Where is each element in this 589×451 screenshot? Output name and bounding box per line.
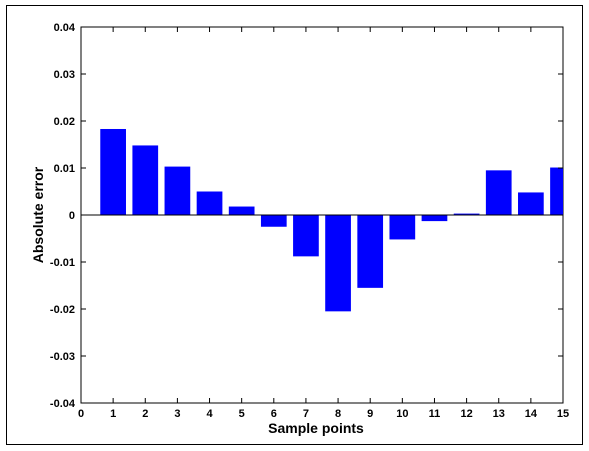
bar-series — [100, 128, 563, 312]
x-tick-label: 13 — [493, 408, 505, 420]
y-tick-label: 0.02 — [54, 116, 75, 128]
bar-5 — [228, 206, 255, 215]
y-tick-label: 0.04 — [54, 22, 76, 34]
bar-11 — [421, 215, 448, 222]
bar-2 — [132, 145, 159, 215]
x-tick-label: 5 — [239, 408, 245, 420]
y-tick-label: -0.02 — [50, 304, 75, 316]
x-tick-label: 0 — [78, 408, 84, 420]
bar-14 — [518, 192, 544, 215]
bar-7 — [293, 215, 319, 257]
x-tick-label: 11 — [429, 408, 441, 420]
x-tick-label: 10 — [396, 408, 408, 420]
bar-15 — [550, 167, 563, 215]
bar-8 — [325, 215, 351, 312]
y-tick-label: 0.03 — [54, 69, 75, 81]
bar-6 — [260, 215, 287, 227]
x-tick-label: 6 — [271, 408, 277, 420]
x-axis-ticks: 0 1 2 3 4 5 6 7 8 9 10 11 12 13 14 15 — [78, 27, 569, 420]
x-axis-title: Sample points — [268, 420, 364, 436]
x-tick-label: 3 — [174, 408, 180, 420]
x-tick-label: 15 — [557, 408, 569, 420]
x-tick-label: 1 — [110, 408, 116, 420]
bar-1 — [100, 128, 126, 215]
y-tick-label: 0 — [69, 210, 75, 222]
bar-13 — [485, 170, 512, 215]
x-tick-label: 9 — [367, 408, 373, 420]
x-tick-label: 8 — [335, 408, 341, 420]
bar-10 — [389, 215, 416, 240]
bar-9 — [357, 215, 384, 288]
y-axis-ticks: -0.04 -0.03 -0.02 -0.01 0 0.01 0.02 0.03 0.04 — [50, 22, 563, 410]
y-tick-label: -0.03 — [50, 351, 75, 363]
y-axis-title: Absolute error — [30, 166, 46, 263]
x-tick-label: 7 — [303, 408, 309, 420]
x-tick-label: 4 — [206, 408, 213, 420]
x-tick-label: 2 — [142, 408, 148, 420]
y-tick-label: 0.01 — [54, 163, 75, 175]
x-tick-label: 12 — [460, 408, 472, 420]
y-tick-label: -0.01 — [50, 257, 75, 269]
bar-12 — [453, 213, 480, 215]
y-tick-label: -0.04 — [50, 398, 76, 410]
x-tick-label: 14 — [525, 408, 538, 420]
bar-4 — [196, 191, 223, 215]
bar-3 — [164, 166, 191, 215]
